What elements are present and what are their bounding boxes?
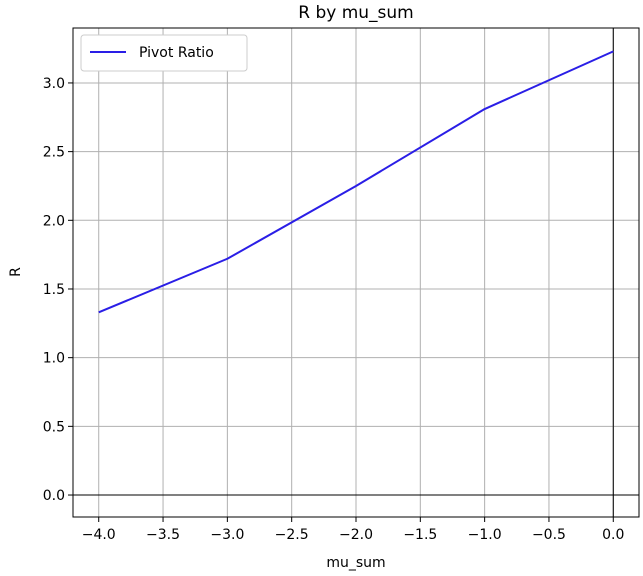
- y-axis-ticks: 0.0 0.5 1.0 1.5 2.0 2.5 3.0: [43, 76, 73, 504]
- series-line-pivot-ratio: [98, 50, 614, 314]
- y-tick-label: 0.0: [43, 488, 65, 504]
- x-tick-label: 0.0: [602, 527, 624, 543]
- x-tick-label: −2.5: [275, 527, 309, 543]
- legend-label: Pivot Ratio: [139, 45, 214, 61]
- y-tick-label: 0.5: [43, 419, 65, 435]
- x-tick-label: −0.5: [532, 527, 566, 543]
- reference-lines: [73, 28, 639, 517]
- x-tick-label: −1.0: [468, 527, 502, 543]
- y-axis-title: R: [8, 267, 24, 277]
- grid-lines: [73, 28, 639, 517]
- legend-box: [80, 34, 248, 72]
- y-tick-label: 3.0: [43, 76, 65, 92]
- x-tick-label: −2.0: [339, 527, 373, 543]
- x-tick-label: −1.5: [403, 527, 437, 543]
- y-tick-label: 1.0: [43, 351, 65, 367]
- x-tick-label: −3.0: [210, 527, 244, 543]
- y-tick-label: 1.5: [43, 282, 65, 298]
- chart-title: R by mu_sum: [298, 3, 414, 23]
- y-tick-label: 2.5: [43, 145, 65, 161]
- x-axis-title: mu_sum: [326, 555, 385, 571]
- x-axis-ticks: −4.0 −3.5 −3.0 −2.5 −2.0 −1.5 −1.0 −0.5 0.0: [82, 517, 624, 543]
- plot-series: [98, 50, 614, 314]
- y-tick-label: 2.0: [43, 213, 65, 229]
- x-tick-label: −3.5: [146, 527, 180, 543]
- legend: Pivot Ratio: [80, 34, 248, 72]
- x-tick-label: −4.0: [82, 527, 116, 543]
